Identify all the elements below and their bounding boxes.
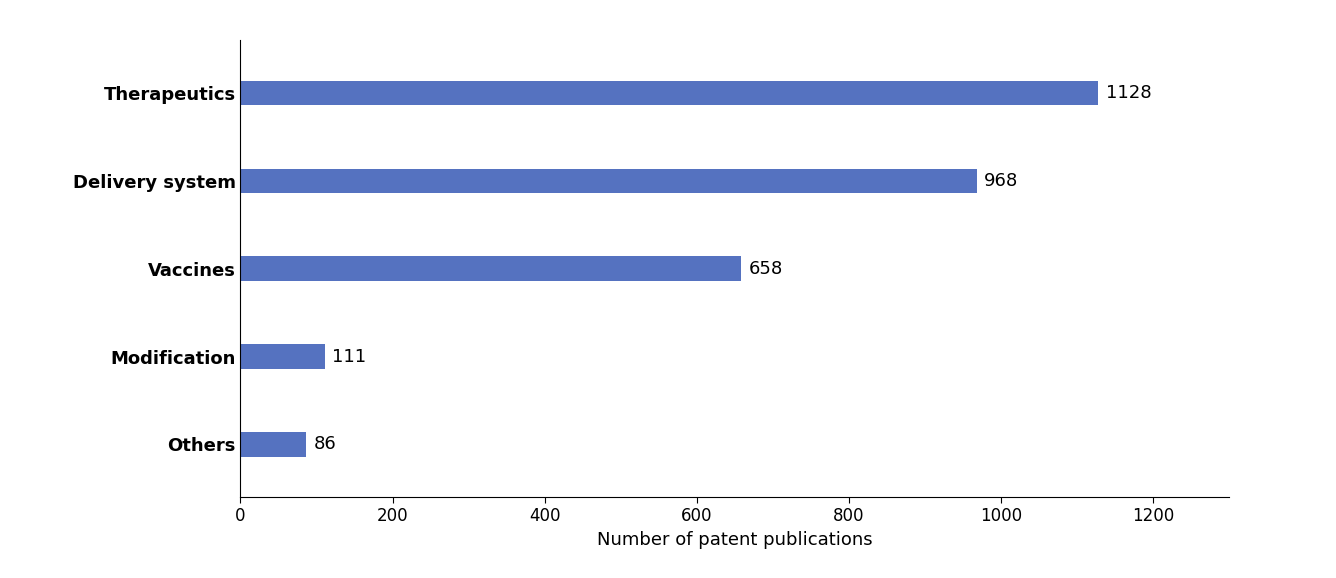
Bar [240, 81, 1098, 105]
X-axis label: Number of patent publications: Number of patent publications [597, 531, 872, 549]
Text: 1128: 1128 [1106, 84, 1152, 102]
Text: 968: 968 [985, 172, 1018, 190]
Bar [240, 169, 977, 193]
Bar [240, 344, 325, 369]
Text: 111: 111 [333, 347, 366, 365]
Bar [240, 257, 741, 281]
Text: 86: 86 [314, 435, 337, 453]
Bar [240, 432, 306, 457]
Text: 658: 658 [748, 260, 783, 278]
